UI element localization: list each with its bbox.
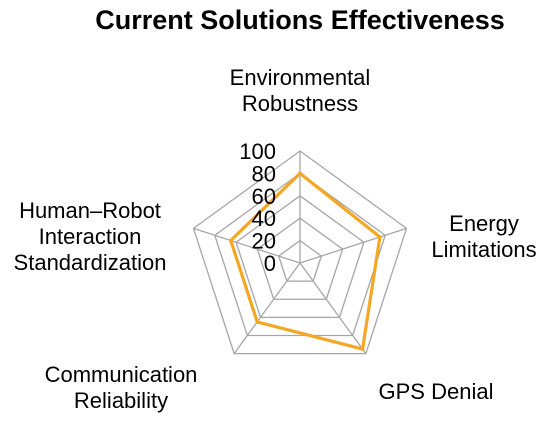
chart-title: Current Solutions Effectiveness [95,5,505,35]
axis-label-4: Human–Robot Interaction Standardization [14,198,167,275]
axis-label-1: Energy Limitations [431,211,536,262]
spoke-2 [299,262,367,354]
radar-series [228,171,382,351]
data-point-0-3 [255,320,260,324]
radar-spokes [193,151,407,354]
grid-ring-60 [235,194,365,319]
data-point-0-1 [378,235,382,239]
grid-ring-100 [192,150,408,355]
axis-label-2: GPS Denial [379,379,494,404]
axis-label-0: Environmental Robustness [230,65,371,116]
data-point-0-2 [360,347,365,351]
tick-label-80: 80 [252,161,276,186]
tick-label-100: 100 [239,139,276,164]
spoke-1 [299,227,407,264]
tick-label-0: 0 [264,251,276,276]
tick-label-20: 20 [252,229,276,254]
tick-label-40: 40 [252,206,276,231]
grid-ring-20 [277,239,323,282]
radar-grid [192,150,408,355]
tick-label-60: 60 [252,184,276,209]
spoke-4 [193,227,301,264]
spoke-3 [233,262,301,354]
grid-ring-80 [214,172,386,337]
grid-ring-40 [256,217,344,300]
axis-labels: Environmental Robustness Energy Limitations… [14,65,537,413]
data-point-0-0 [298,171,302,176]
series-line-0 [229,171,382,351]
axis-label-3: Communication Reliability [45,362,198,413]
data-point-0-4 [228,238,233,243]
